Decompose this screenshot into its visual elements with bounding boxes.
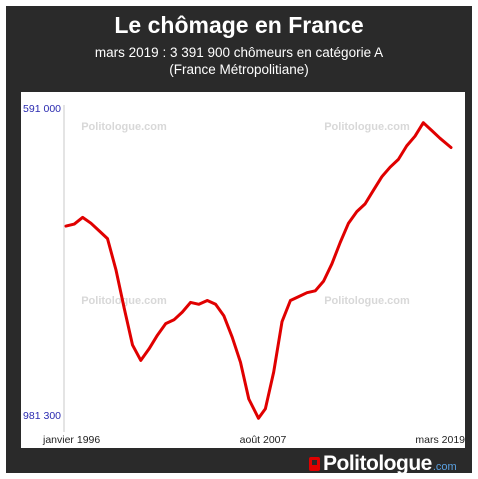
data-point xyxy=(347,221,350,225)
data-point xyxy=(405,144,408,148)
data-point xyxy=(372,189,375,192)
chart-title: Le chômage en France xyxy=(114,12,364,38)
data-point xyxy=(122,306,126,310)
y-tick-label: 3 591 000 xyxy=(21,103,61,115)
data-point xyxy=(355,210,359,213)
brand-domain: .com xyxy=(432,461,457,473)
brand-logo: Politologue .com xyxy=(308,452,457,475)
data-point xyxy=(114,268,118,271)
watermark-text: Politologue.com xyxy=(324,295,410,307)
data-point xyxy=(131,343,134,347)
data-point xyxy=(214,303,217,306)
data-point xyxy=(380,175,383,179)
x-tick-label: août 2007 xyxy=(240,434,287,446)
data-point xyxy=(239,361,242,364)
chart-frame: Le chômage en France mars 2019 : 3 391 9… xyxy=(6,6,472,475)
data-point xyxy=(81,216,84,219)
logo-mark-icon xyxy=(308,456,321,472)
data-point xyxy=(172,318,176,321)
data-point xyxy=(330,262,334,265)
data-point xyxy=(339,241,342,244)
subtitle-line-2: (France Métropolitiane) xyxy=(169,62,309,77)
x-tick-label: janvier 1996 xyxy=(42,434,100,446)
y-tick-label: 1 981 300 xyxy=(21,410,61,422)
watermark-text: Politologue.com xyxy=(324,121,410,133)
subtitle-line-1: mars 2019 : 3 391 900 chômeurs en catégo… xyxy=(94,45,384,60)
data-point xyxy=(89,221,93,225)
chart-subtitle: mars 2019 : 3 391 900 chômeurs en catégo… xyxy=(6,44,472,78)
watermark-text: Politologue.com xyxy=(81,121,167,133)
data-point xyxy=(430,129,433,132)
data-point xyxy=(438,136,442,140)
data-point xyxy=(413,135,417,138)
data-point xyxy=(139,359,142,362)
data-point xyxy=(280,320,284,323)
data-point xyxy=(106,237,109,240)
data-point xyxy=(449,146,453,149)
data-point xyxy=(264,407,267,410)
data-point xyxy=(289,299,292,302)
x-tick-label: mars 2019 xyxy=(415,434,465,446)
data-point xyxy=(156,334,159,337)
data-point xyxy=(322,279,325,283)
data-point xyxy=(206,299,209,302)
data-point xyxy=(363,202,367,206)
data-point xyxy=(147,347,151,350)
data-point xyxy=(181,310,184,314)
data-point xyxy=(314,289,317,293)
data-point xyxy=(257,417,260,420)
brand-name: Politologue xyxy=(323,452,432,475)
data-point xyxy=(272,370,275,374)
data-point xyxy=(397,158,400,161)
data-point xyxy=(388,165,392,169)
series-line xyxy=(64,121,453,420)
data-point xyxy=(98,229,101,233)
data-point xyxy=(164,322,167,325)
data-point xyxy=(64,224,68,228)
data-point xyxy=(197,303,201,306)
data-point xyxy=(73,222,76,226)
data-point xyxy=(222,314,226,318)
data-point xyxy=(189,301,192,304)
data-point xyxy=(297,295,300,298)
data-point xyxy=(230,335,234,339)
plot-panel: Politologue.com Politologue.com Politologu… xyxy=(21,92,465,448)
line-chart: Politologue.com Politologue.com Politologu… xyxy=(21,103,465,446)
data-point xyxy=(305,291,309,294)
data-point xyxy=(422,121,425,124)
data-point xyxy=(247,397,251,401)
